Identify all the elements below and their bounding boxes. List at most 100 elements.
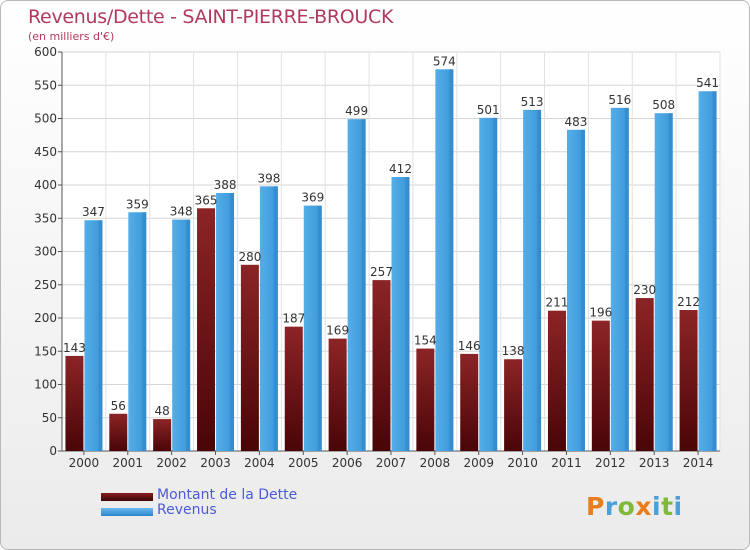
logo-letter: P [586, 492, 605, 521]
bar-revenus [479, 117, 498, 452]
bar-dette [416, 348, 435, 451]
bar-dette [328, 338, 347, 451]
chart-title: Revenus/Dette - SAINT-PIERRE-BROUCK [28, 6, 394, 28]
bar-revenus-shade [712, 91, 717, 452]
bar-revenus [610, 107, 629, 452]
data-label-revenus: 398 [257, 171, 280, 185]
bar-dette [197, 208, 216, 451]
data-label-revenus: 499 [345, 104, 368, 118]
data-label-revenus: 516 [608, 93, 631, 107]
y-tick-label: 250 [34, 278, 57, 292]
bar-revenus-shade [142, 212, 147, 451]
y-tick-label: 0 [49, 444, 57, 458]
bar-revenus-shade [580, 129, 585, 451]
y-tick-label: 550 [34, 78, 57, 92]
data-label-revenus: 388 [214, 178, 237, 192]
bar-revenus [566, 129, 585, 451]
data-label-dette: 365 [195, 193, 218, 207]
x-tick-label: 2008 [420, 456, 451, 470]
y-tick-label: 150 [34, 344, 57, 358]
y-tick-label: 350 [34, 211, 57, 225]
bar-revenus-shade [98, 220, 103, 451]
bar-dette [460, 353, 479, 451]
data-label-dette: 187 [282, 312, 305, 326]
data-label-dette: 138 [502, 344, 525, 358]
data-label-dette: 143 [63, 341, 86, 355]
y-tick-label: 200 [34, 311, 57, 325]
data-label-dette: 212 [677, 295, 700, 309]
legend-label-revenus: Revenus [157, 502, 217, 518]
x-tick-label: 2012 [595, 456, 626, 470]
data-label-dette: 211 [546, 296, 569, 310]
y-tick-label: 100 [34, 378, 57, 392]
bar-revenus-shade [668, 113, 673, 452]
bar-dette [504, 359, 523, 451]
bar-revenus-shade [361, 119, 366, 451]
data-label-revenus: 513 [521, 95, 544, 109]
bar-dette [153, 419, 172, 451]
data-label-dette: 48 [155, 404, 170, 418]
logo-letter: i [673, 492, 683, 521]
logo-letter: i [652, 492, 662, 521]
x-tick-label: 2000 [69, 456, 100, 470]
y-tick-label: 600 [34, 45, 57, 59]
bar-revenus [654, 113, 673, 452]
bar-revenus [391, 177, 410, 451]
y-tick-label: 50 [42, 411, 57, 425]
bar-revenus [216, 192, 235, 452]
bar-dette [65, 355, 84, 451]
bar-revenus [303, 205, 322, 451]
data-label-revenus: 412 [389, 162, 412, 176]
bar-dette [284, 326, 303, 451]
data-label-revenus: 348 [170, 205, 193, 219]
x-tick-label: 2014 [683, 456, 714, 470]
data-label-revenus: 359 [126, 197, 149, 211]
y-tick-label: 300 [34, 245, 57, 259]
bar-revenus-shade [405, 177, 410, 451]
bar-revenus [259, 186, 278, 451]
data-label-revenus: 541 [696, 76, 719, 90]
logo-letter: x [635, 492, 652, 521]
data-label-revenus: 369 [301, 191, 324, 205]
bar-dette [547, 310, 566, 451]
y-tick-label: 500 [34, 112, 57, 126]
x-tick-label: 2001 [113, 456, 144, 470]
data-label-dette: 280 [238, 250, 261, 264]
bar-revenus-shade [537, 109, 542, 451]
bar-revenus-shade [273, 186, 278, 451]
data-label-dette: 230 [633, 283, 656, 297]
x-tick-label: 2013 [639, 456, 670, 470]
data-label-dette: 154 [414, 334, 437, 348]
y-tick-label: 400 [34, 178, 57, 192]
data-label-revenus: 483 [565, 115, 588, 129]
proxiti-logo: Proxiti [586, 492, 683, 521]
bar-dette [109, 413, 128, 451]
data-label-dette: 196 [589, 306, 612, 320]
bar-revenus [523, 109, 542, 451]
bar-revenus-shade [186, 219, 191, 451]
data-label-revenus: 508 [652, 98, 675, 112]
bar-revenus [128, 212, 147, 451]
legend-label-dette: Montant de la Dette [157, 487, 298, 503]
bar-revenus-shade [449, 69, 454, 451]
x-tick-label: 2009 [463, 456, 494, 470]
data-label-dette: 257 [370, 265, 393, 279]
bar-revenus [435, 69, 454, 451]
bar-revenus-shade [624, 107, 629, 452]
bar-dette [372, 280, 391, 451]
logo-letter: r [604, 492, 618, 521]
y-tick-label: 450 [34, 145, 57, 159]
data-label-revenus: 501 [477, 103, 500, 117]
data-label-revenus: 347 [82, 205, 105, 219]
bar-dette [591, 320, 610, 451]
x-tick-label: 2011 [551, 456, 582, 470]
data-label-dette: 169 [326, 324, 349, 338]
x-tick-label: 2002 [156, 456, 187, 470]
data-label-revenus: 574 [433, 54, 456, 68]
bar-revenus-shade [230, 192, 235, 452]
bar-dette [635, 298, 654, 451]
chart-subtitle: (en milliers d'€) [28, 30, 115, 43]
logo-letter: t [661, 492, 674, 521]
